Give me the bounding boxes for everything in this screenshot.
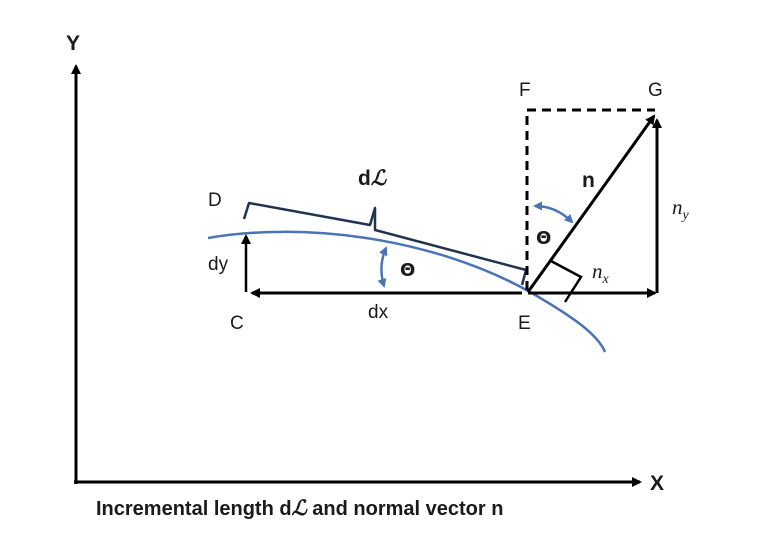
point-label-e: E: [518, 313, 531, 334]
x-axis-label: X: [650, 472, 664, 495]
theta-label-normal: Θ: [536, 228, 551, 249]
point-label-d: D: [208, 190, 222, 211]
normal-vector-label: n: [582, 169, 595, 192]
curve: [207, 230, 607, 353]
ny-label: ny: [672, 195, 690, 223]
point-label-c: C: [230, 313, 244, 334]
dx-label: dx: [368, 302, 389, 323]
dl-brace: [242, 201, 528, 286]
point-label-f: F: [519, 80, 531, 101]
right-angle-marker: [550, 259, 583, 303]
figure-caption: Incremental length dℒ and normal vector …: [96, 496, 503, 520]
dl-label: dℒ: [358, 166, 387, 190]
y-axis-label: Y: [66, 32, 80, 55]
theta-arc-curve: [377, 246, 388, 288]
dy-label: dy: [208, 254, 229, 275]
point-label-g: G: [648, 80, 663, 101]
theta-label-curve: Θ: [400, 260, 415, 281]
nx-label: nx: [592, 259, 610, 287]
normal-vector-arrow: [526, 114, 656, 293]
theta-arc-normal: [533, 201, 574, 224]
